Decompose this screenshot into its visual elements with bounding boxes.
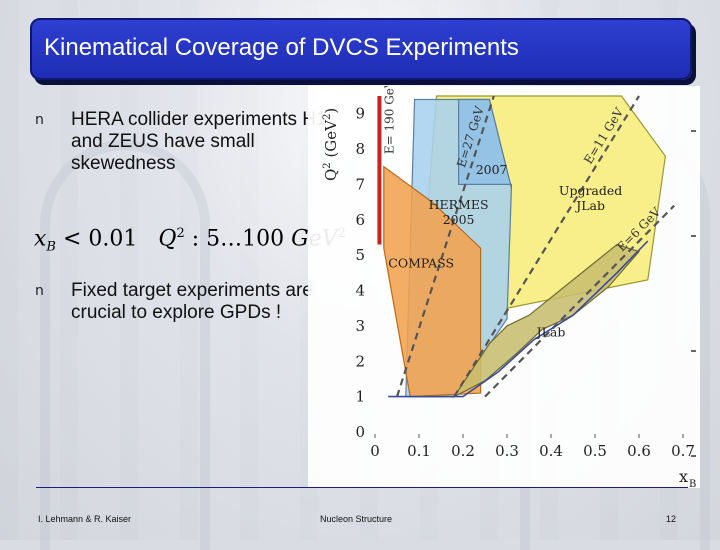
x-tick-label: 0.1 xyxy=(407,442,431,460)
y-axis-label-part: 2 xyxy=(322,162,333,168)
bullet-text: HERA collider experiments H1 and ZEUS ha… xyxy=(71,109,327,174)
y-axis-label-part: 2 xyxy=(322,114,333,120)
bullet-marker: n xyxy=(35,283,44,299)
energy-label-e-190-gev: E= 190 GeV xyxy=(382,86,396,154)
background-arch-left xyxy=(40,140,210,550)
x-tick-label: 0.6 xyxy=(627,442,651,460)
x-axis-label: x xyxy=(679,467,688,486)
y-tick-label: 7 xyxy=(355,175,365,193)
title-bar: Kinematical Coverage of DVCS Experiments xyxy=(30,18,692,80)
footer-authors: I. Lehmann & R. Kaiser xyxy=(38,514,132,524)
x-tick-label: 0.3 xyxy=(495,442,519,460)
region-label-jlab: JLab xyxy=(535,325,566,340)
lower-boundary-curve xyxy=(388,240,649,398)
bullet-marker: n xyxy=(35,112,44,128)
bullet-text: Fixed target experiments are crucial to … xyxy=(71,280,313,323)
formula-q2-exp: 2 xyxy=(176,226,185,241)
formula-xb-range: < 0.01 xyxy=(62,226,138,252)
x-axis-label-sub: B xyxy=(689,479,696,488)
energy-line-e-11-gev xyxy=(453,95,640,398)
y-tick-label: 6 xyxy=(355,211,365,229)
region-label-upgraded-jlab: Upgraded xyxy=(559,183,622,198)
formula-q2: Q xyxy=(158,226,177,252)
y-tick-label: 2 xyxy=(355,352,365,370)
formula-q2-range: : 5…100 xyxy=(191,226,285,252)
y-tick-label: 8 xyxy=(355,140,365,158)
region-label-hermes-2007: 2007 xyxy=(476,162,508,177)
region-jlab xyxy=(452,243,641,399)
kinematics-formula: xB < 0.01 Q2 : 5…100 GeV2 xyxy=(34,226,346,255)
region-label-upgraded-jlab: JLab xyxy=(574,198,605,213)
y-tick-label: 5 xyxy=(355,246,365,264)
formula-xb-sub: B xyxy=(46,239,56,255)
region-label-hermes: 2005 xyxy=(443,212,475,227)
region-label-compass: COMPASS xyxy=(388,256,454,271)
x-tick-label: 0.2 xyxy=(451,442,475,460)
y-tick-label: 0 xyxy=(355,423,365,441)
y-tick-label: 9 xyxy=(355,105,365,123)
energy-line-e-6-gev xyxy=(484,204,675,398)
y-axis-label-part: Q xyxy=(322,169,340,181)
footer-divider xyxy=(36,487,688,488)
y-axis-label-part: ) xyxy=(322,108,340,114)
footer-page-number: 12 xyxy=(666,514,677,524)
formula-xb: x xyxy=(34,226,47,252)
x-tick-label: 0.7 xyxy=(671,442,695,460)
x-tick-label: 0.4 xyxy=(539,442,563,460)
region-label-hermes: HERMES xyxy=(429,197,489,212)
slide-title: Kinematical Coverage of DVCS Experiments xyxy=(44,34,519,61)
kinematic-coverage-chart: E= 190 GeV E=27 GeV E=11 GeV E=6 GeV Upgrade… xyxy=(308,79,700,490)
y-tick-label: 3 xyxy=(355,317,365,335)
y-tick-label: 4 xyxy=(355,282,365,300)
y-tick-label: 1 xyxy=(355,388,365,406)
x-tick-label: 0.5 xyxy=(583,442,607,460)
y-axis-label-part: (GeV xyxy=(322,119,340,162)
x-tick-label: 0 xyxy=(370,442,380,460)
footer-title: Nucleon Structure xyxy=(320,514,393,524)
y-axis-label: Q2 (GeV2) xyxy=(322,108,340,181)
energy-line-e-27-gev xyxy=(395,95,495,397)
